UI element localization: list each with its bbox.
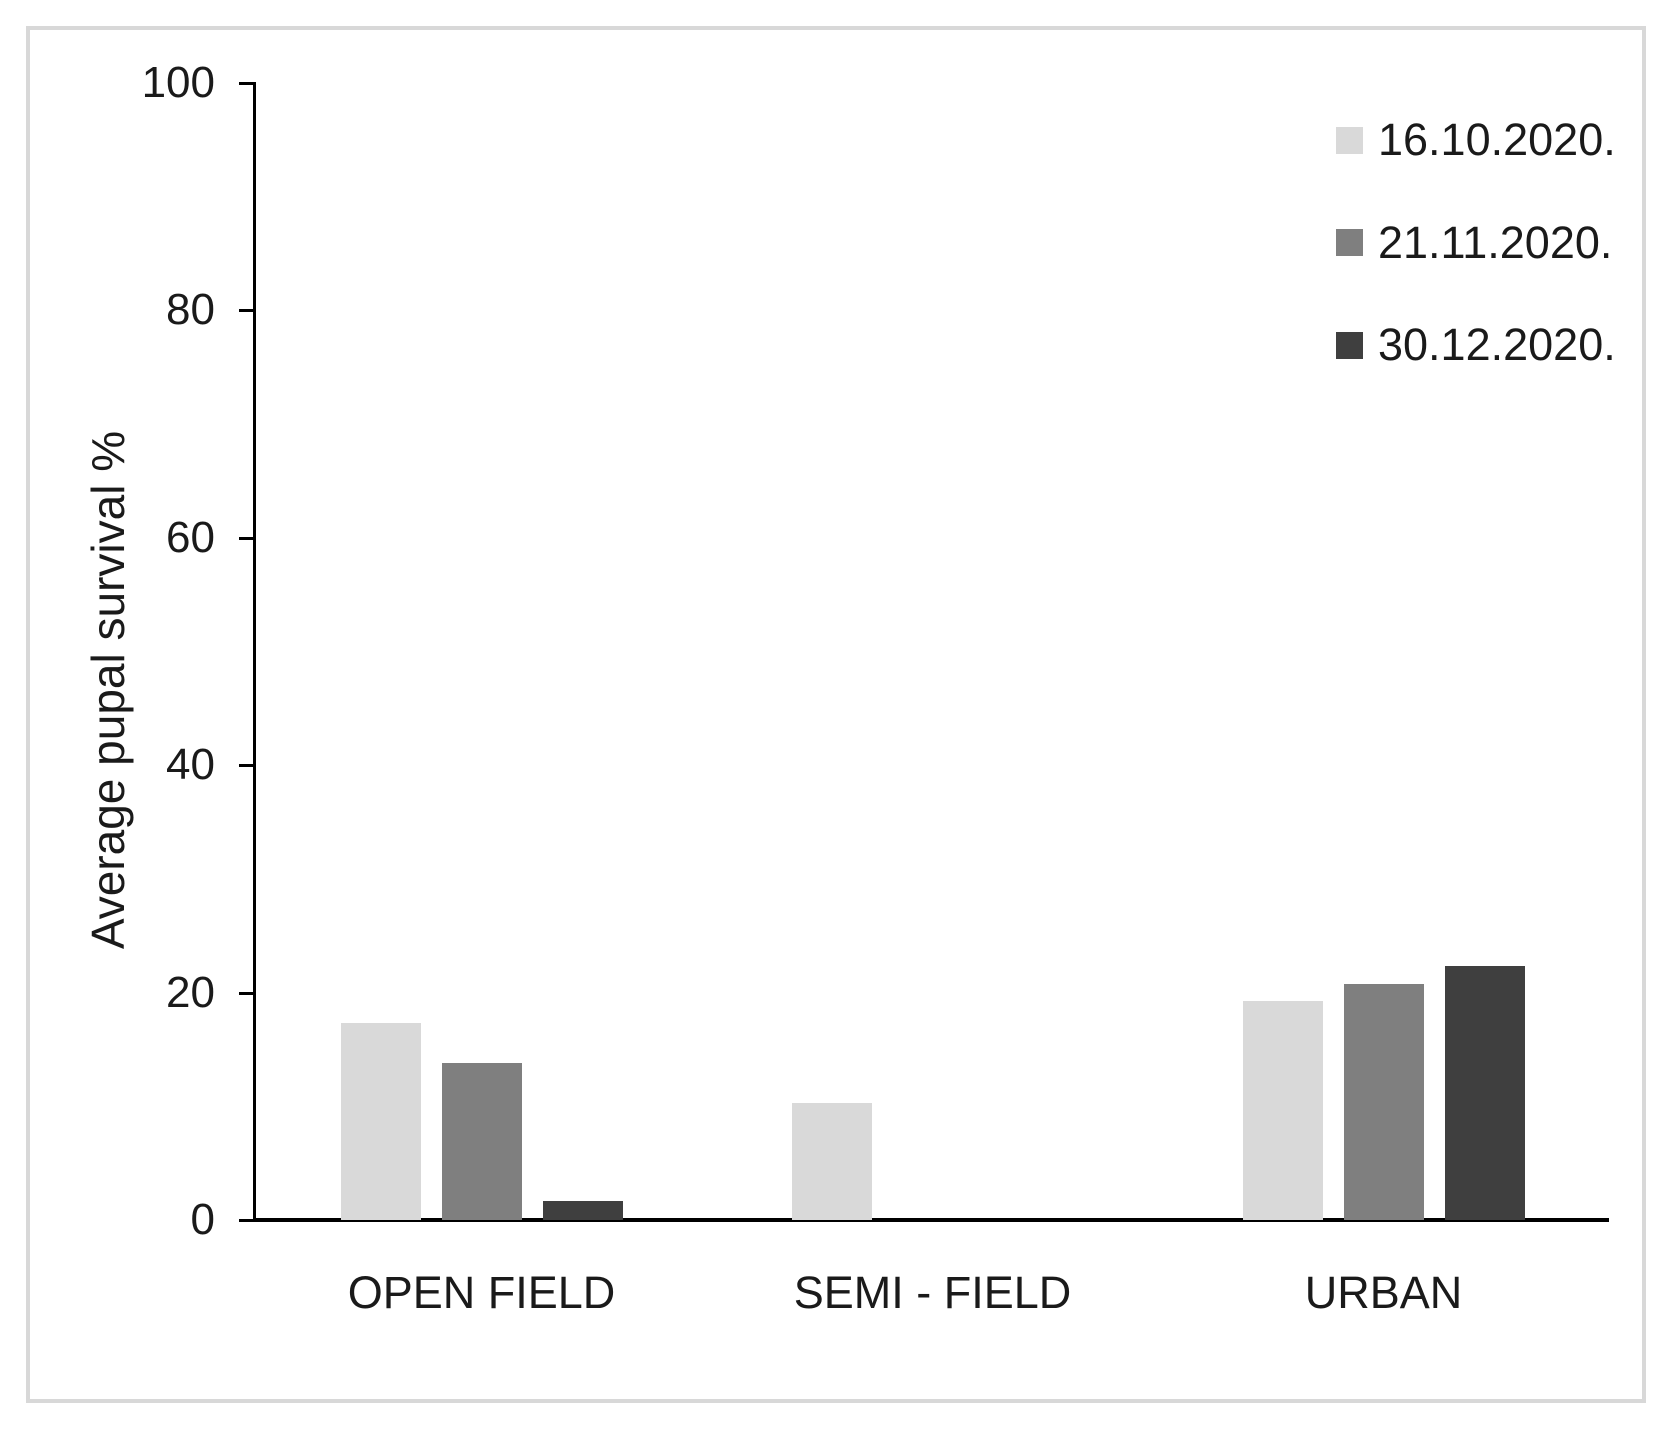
x-axis-category-label: URBAN xyxy=(1304,1267,1463,1318)
legend-item: 30.12.2020. xyxy=(1336,318,1616,372)
legend-item: 16.10.2020. xyxy=(1336,113,1616,167)
legend-label: 16.10.2020. xyxy=(1378,114,1616,165)
y-axis-tick-label: 0 xyxy=(190,1195,215,1244)
y-axis-tick-label: 20 xyxy=(166,967,215,1017)
y-axis-tick-label: 80 xyxy=(166,285,215,335)
x-axis-category-label: OPEN FIELD xyxy=(347,1267,616,1318)
bar-urban-30-12-2020 xyxy=(1445,966,1525,1220)
bar-open-field-30-12-2020 xyxy=(543,1201,623,1220)
bar-semi-field-16-10-2020 xyxy=(792,1103,872,1220)
y-axis-tick xyxy=(239,82,254,85)
legend-swatch-icon xyxy=(1336,126,1363,154)
legend-label: 21.11.2020. xyxy=(1378,216,1613,268)
y-axis-title: Average pupal survival % xyxy=(82,430,134,950)
bar-urban-21-11-2020 xyxy=(1344,984,1424,1220)
legend-label: 30.12.2020. xyxy=(1378,319,1616,370)
y-axis-tick xyxy=(239,536,254,540)
bar-open-field-16-10-2020 xyxy=(341,1023,421,1220)
y-axis-tick xyxy=(239,991,254,995)
y-axis-tick-label: 100 xyxy=(141,58,215,107)
y-axis-tick-label: 40 xyxy=(166,740,215,790)
legend-swatch-icon xyxy=(1336,331,1363,359)
bar-urban-16-10-2020 xyxy=(1243,1001,1323,1220)
bar-open-field-21-11-2020 xyxy=(442,1063,522,1220)
x-axis-line xyxy=(253,1218,1609,1222)
y-axis-tick xyxy=(239,309,254,313)
y-axis-line xyxy=(253,82,256,1222)
legend-swatch-icon xyxy=(1336,229,1363,256)
y-axis-tick-label: 60 xyxy=(166,512,215,562)
x-axis-category-label: SEMI - FIELD xyxy=(793,1267,1072,1318)
legend-item: 21.11.2020. xyxy=(1336,216,1612,270)
y-axis-tick xyxy=(239,764,254,768)
y-axis-tick xyxy=(239,1219,254,1222)
